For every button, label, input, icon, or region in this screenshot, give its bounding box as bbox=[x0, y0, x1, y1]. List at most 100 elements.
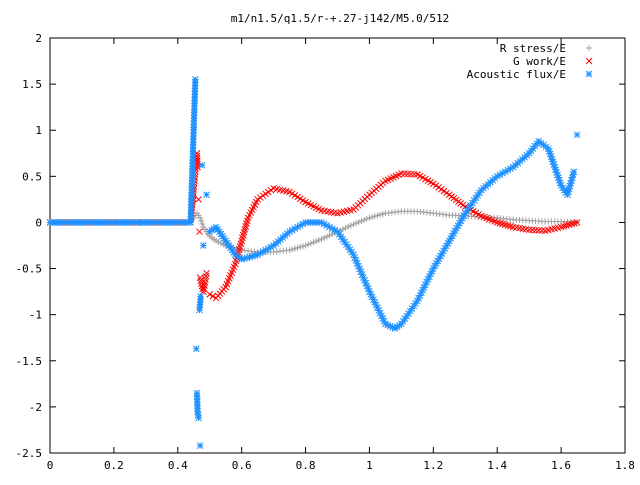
data-point bbox=[194, 401, 201, 409]
data-point bbox=[193, 392, 201, 400]
data-point bbox=[223, 239, 231, 247]
data-point bbox=[294, 244, 301, 251]
data-point bbox=[450, 229, 458, 237]
data-point bbox=[262, 246, 269, 254]
legend-label: G work/E bbox=[513, 55, 566, 68]
data-point bbox=[501, 168, 509, 176]
data-point bbox=[337, 233, 345, 241]
data-point bbox=[554, 171, 561, 179]
data-point bbox=[355, 219, 362, 226]
data-point bbox=[476, 189, 483, 197]
data-point bbox=[212, 223, 220, 231]
data-point bbox=[353, 220, 360, 227]
data-point bbox=[197, 214, 204, 221]
x-tick-label: 1.8 bbox=[615, 459, 635, 472]
data-point bbox=[547, 153, 555, 160]
data-point bbox=[331, 226, 339, 234]
data-point bbox=[568, 177, 575, 184]
data-point bbox=[425, 273, 433, 280]
data-point bbox=[444, 240, 452, 247]
x-tick-label: 1.4 bbox=[487, 459, 507, 472]
data-point bbox=[194, 405, 201, 412]
data-point bbox=[254, 251, 261, 259]
data-point bbox=[552, 166, 559, 174]
data-series bbox=[46, 76, 581, 449]
data-point bbox=[419, 286, 427, 294]
data-point bbox=[195, 196, 202, 203]
data-point bbox=[355, 262, 362, 270]
data-point bbox=[559, 184, 567, 192]
data-point bbox=[406, 307, 414, 315]
data-point bbox=[215, 228, 223, 236]
data-point bbox=[405, 310, 412, 317]
data-point bbox=[305, 241, 312, 248]
data-point bbox=[256, 249, 264, 257]
y-tick-label: 1.5 bbox=[22, 78, 42, 91]
data-point bbox=[197, 292, 205, 300]
data-point bbox=[346, 246, 354, 253]
data-point bbox=[357, 268, 365, 276]
data-point bbox=[445, 237, 453, 245]
data-point bbox=[225, 242, 233, 249]
data-point bbox=[193, 389, 201, 397]
data-point bbox=[562, 189, 570, 196]
y-tick-label: 1 bbox=[35, 124, 42, 137]
data-point bbox=[362, 279, 370, 287]
data-point bbox=[363, 215, 370, 222]
data-point bbox=[363, 282, 371, 290]
legend-marker bbox=[585, 70, 593, 78]
y-tick-label: -1.5 bbox=[16, 355, 43, 368]
data-point bbox=[297, 244, 304, 251]
data-point bbox=[564, 188, 572, 196]
data-point bbox=[356, 265, 363, 273]
data-point bbox=[463, 207, 471, 215]
data-point bbox=[217, 230, 225, 238]
data-point bbox=[403, 312, 411, 320]
x-tick-label: 1.2 bbox=[423, 459, 443, 472]
data-point bbox=[467, 202, 474, 209]
data-point bbox=[454, 222, 462, 230]
data-point bbox=[313, 238, 320, 245]
data-point bbox=[291, 245, 298, 252]
data-point bbox=[371, 213, 378, 220]
data-point bbox=[459, 214, 466, 222]
data-point bbox=[194, 411, 202, 419]
data-point bbox=[377, 211, 384, 218]
legend-label: R stress/E bbox=[500, 42, 566, 55]
data-point bbox=[376, 309, 384, 317]
data-point bbox=[451, 227, 459, 235]
data-point bbox=[328, 225, 336, 232]
data-point bbox=[198, 217, 205, 224]
data-point bbox=[447, 235, 455, 242]
chart-title: m1/n1.5/q1.5/r-+.27-j142/M5.0/512 bbox=[231, 12, 450, 25]
x-tick-label: 1.6 bbox=[551, 459, 571, 472]
y-tick-label: 0 bbox=[35, 216, 42, 229]
data-point bbox=[550, 161, 558, 168]
data-point bbox=[438, 250, 446, 257]
data-point bbox=[424, 275, 432, 283]
data-point bbox=[192, 345, 200, 353]
legend-marker bbox=[586, 45, 592, 51]
data-point bbox=[368, 293, 376, 301]
data-point bbox=[203, 269, 210, 277]
data-point bbox=[555, 176, 563, 184]
data-point bbox=[566, 182, 574, 190]
data-point bbox=[214, 226, 222, 233]
data-point bbox=[453, 224, 460, 232]
data-point bbox=[420, 284, 428, 291]
data-point bbox=[371, 299, 379, 306]
data-point bbox=[339, 235, 347, 243]
data-point bbox=[343, 241, 350, 248]
data-point bbox=[289, 246, 296, 253]
data-point bbox=[246, 253, 254, 261]
data-point bbox=[227, 244, 234, 252]
data-point bbox=[437, 252, 444, 260]
data-point bbox=[299, 243, 306, 250]
data-point bbox=[564, 191, 571, 199]
data-point bbox=[264, 245, 272, 252]
data-point bbox=[448, 232, 456, 240]
data-point bbox=[361, 276, 368, 284]
data-point bbox=[302, 242, 309, 249]
